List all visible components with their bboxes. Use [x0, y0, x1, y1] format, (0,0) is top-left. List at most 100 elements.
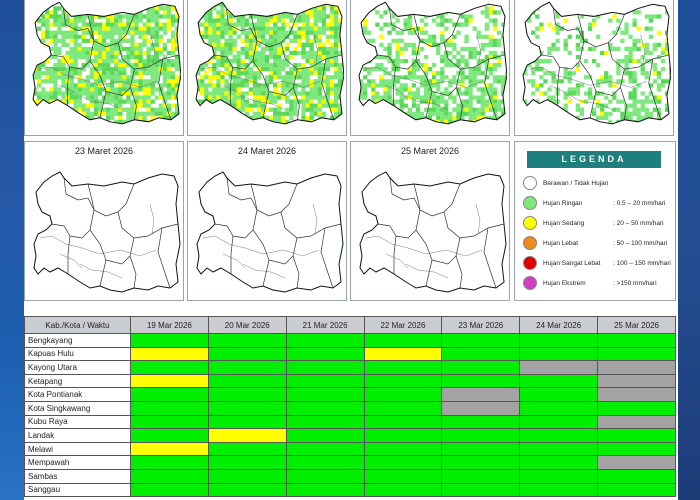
legend-range: : 20 – 50 mm/hari	[613, 220, 664, 227]
forecast-cell	[285, 400, 365, 416]
forecast-cell	[597, 428, 676, 443]
forecast-cell	[597, 346, 676, 362]
forecast-cell	[285, 441, 365, 457]
legend-item: Hujan Ekstrem : >150 mm/hari	[523, 276, 673, 292]
table-row: Mempawah	[24, 455, 676, 470]
forecast-cell	[130, 455, 209, 470]
forecast-cell	[285, 333, 365, 348]
forecast-cell	[597, 482, 676, 498]
forecast-cell	[519, 346, 599, 362]
legend-range: : >150 mm/hari	[613, 280, 657, 287]
forecast-cell	[363, 346, 443, 362]
forecast-cell	[519, 333, 599, 348]
region-name: Ketapang	[24, 373, 131, 389]
province-map	[522, 1, 671, 125]
forecast-cell	[597, 441, 676, 457]
map-date-title: 25 Maret 2026	[400, 146, 460, 156]
forecast-cell	[441, 346, 521, 362]
forecast-map-panel	[187, 0, 347, 136]
forecast-cell	[207, 373, 287, 389]
legend-item: Berawan / Tidak Hujan	[523, 176, 673, 192]
forecast-cell	[441, 441, 521, 457]
province-outline	[360, 172, 506, 292]
header-date: 21 Mar 2026	[285, 316, 365, 334]
forecast-cell	[130, 346, 209, 362]
legend-swatch	[523, 236, 537, 250]
table-row: Landak	[24, 428, 676, 443]
region-name: Sambas	[24, 468, 131, 484]
region-name: Bengkayang	[24, 333, 131, 348]
forecast-cell	[130, 428, 209, 443]
forecast-cell	[519, 468, 599, 484]
forecast-cell	[285, 346, 365, 362]
rain-cells	[196, 2, 344, 124]
region-name: Kubu Raya	[24, 414, 131, 430]
forecast-cell	[130, 400, 209, 416]
header-date: 25 Mar 2026	[597, 316, 676, 334]
forecast-map-panel	[514, 0, 674, 136]
legend-swatch	[523, 216, 537, 230]
province-map	[195, 1, 344, 125]
forecast-cell	[285, 373, 365, 389]
legend-label: Hujan Sangat Lebat	[543, 260, 601, 267]
forecast-cell	[519, 414, 599, 430]
forecast-cell	[285, 387, 365, 402]
forecast-cell	[130, 373, 209, 389]
forecast-cell	[519, 373, 599, 389]
region-name: Kota Singkawang	[24, 400, 131, 416]
forecast-cell	[441, 333, 521, 348]
forecast-cell	[597, 360, 676, 375]
legend-label: Hujan Ringan	[543, 200, 583, 207]
forecast-cell	[597, 333, 676, 348]
forecast-cell	[441, 360, 521, 375]
legend-swatch	[523, 256, 537, 270]
forecast-cell	[207, 468, 287, 484]
legend-label: Hujan Ekstrem	[543, 280, 586, 287]
forecast-cell	[130, 360, 209, 375]
legend-item: Hujan Sangat Lebat: 100 – 150 mm/hari	[523, 256, 673, 272]
forecast-cell	[441, 400, 521, 416]
header-region: Kab./Kota / Waktu	[24, 316, 131, 334]
region-name: Melawi	[24, 441, 131, 457]
right-background-band	[676, 0, 700, 500]
forecast-cell	[130, 333, 209, 348]
forecast-map-panel: 23 Maret 2026	[24, 141, 184, 301]
left-background-band	[0, 0, 26, 500]
forecast-cell	[441, 387, 521, 402]
table-row: Kota Singkawang	[24, 400, 676, 416]
forecast-cell	[207, 400, 287, 416]
forecast-cell	[207, 414, 287, 430]
legend-swatch	[523, 276, 537, 290]
province-outline	[34, 172, 180, 292]
table-header-row: Kab./Kota / Waktu 19 Mar 2026 20 Mar 2026…	[24, 316, 676, 334]
province-outline	[197, 172, 343, 292]
forecast-cell	[285, 468, 365, 484]
legend-swatch	[523, 176, 537, 190]
forecast-cell	[441, 482, 521, 498]
legend-range: : 0.5 – 20 mm/hari	[613, 200, 666, 207]
forecast-cell	[597, 468, 676, 484]
region-name: Kayong Utara	[24, 360, 131, 375]
table-row: Ketapang	[24, 373, 676, 389]
table-row: Kubu Raya	[24, 414, 676, 430]
table-row: Melawi	[24, 441, 676, 457]
forecast-cell	[519, 455, 599, 470]
forecast-map-panel	[24, 0, 184, 136]
forecast-cell	[207, 441, 287, 457]
region-name: Kapuas Hulu	[24, 346, 131, 362]
map-date-title: 23 Maret 2026	[74, 146, 134, 156]
forecast-cell	[130, 482, 209, 498]
forecast-cell	[441, 414, 521, 430]
legend-item: Hujan Lebat: 50 – 100 mm/hari	[523, 236, 673, 252]
legend-label: Hujan Sedang	[543, 220, 585, 227]
header-date: 19 Mar 2026	[130, 316, 209, 334]
forecast-cell	[207, 346, 287, 362]
region-name: Mempawah	[24, 455, 131, 470]
province-map	[32, 1, 181, 125]
legend-panel: LEGENDA Berawan / Tidak Hujan Hujan Ringa…	[514, 141, 676, 301]
forecast-cell	[363, 387, 443, 402]
forecast-cell	[519, 400, 599, 416]
map-date-title: 24 Maret 2026	[237, 146, 297, 156]
forecast-cell	[441, 428, 521, 443]
forecast-cell	[207, 455, 287, 470]
